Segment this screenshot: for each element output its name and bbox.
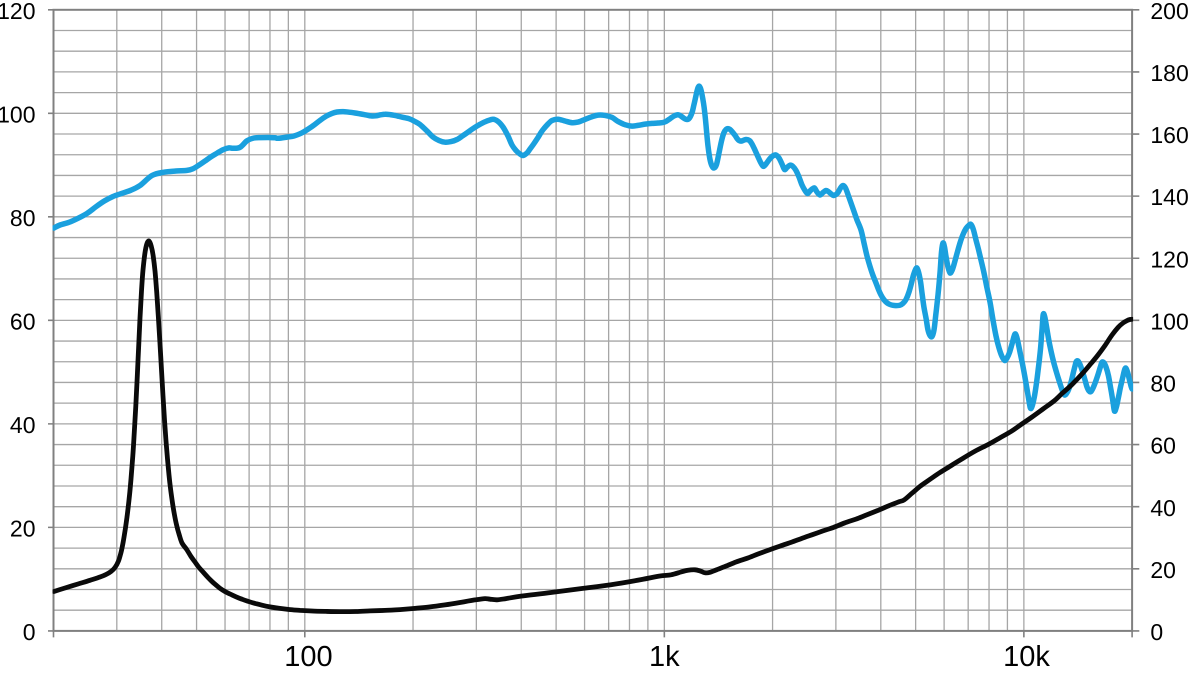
svg-text:140: 140 [1150,184,1188,210]
svg-text:100: 100 [284,641,332,673]
svg-text:1k: 1k [649,641,680,673]
svg-text:60: 60 [1150,433,1176,459]
svg-text:20: 20 [10,516,36,542]
svg-text:160: 160 [1150,122,1188,148]
svg-text:100: 100 [0,101,36,127]
svg-text:40: 40 [10,412,36,438]
svg-text:0: 0 [1150,619,1163,645]
svg-text:60: 60 [10,309,36,335]
svg-text:20: 20 [1150,557,1176,583]
svg-text:180: 180 [1150,60,1188,86]
svg-text:120: 120 [1150,246,1188,272]
svg-text:80: 80 [1150,371,1176,397]
svg-text:120: 120 [0,0,36,24]
svg-text:40: 40 [1150,495,1176,521]
svg-text:200: 200 [1150,0,1188,24]
svg-text:10k: 10k [1003,641,1050,673]
svg-text:80: 80 [10,205,36,231]
svg-text:100: 100 [1150,309,1188,335]
svg-text:0: 0 [23,619,36,645]
